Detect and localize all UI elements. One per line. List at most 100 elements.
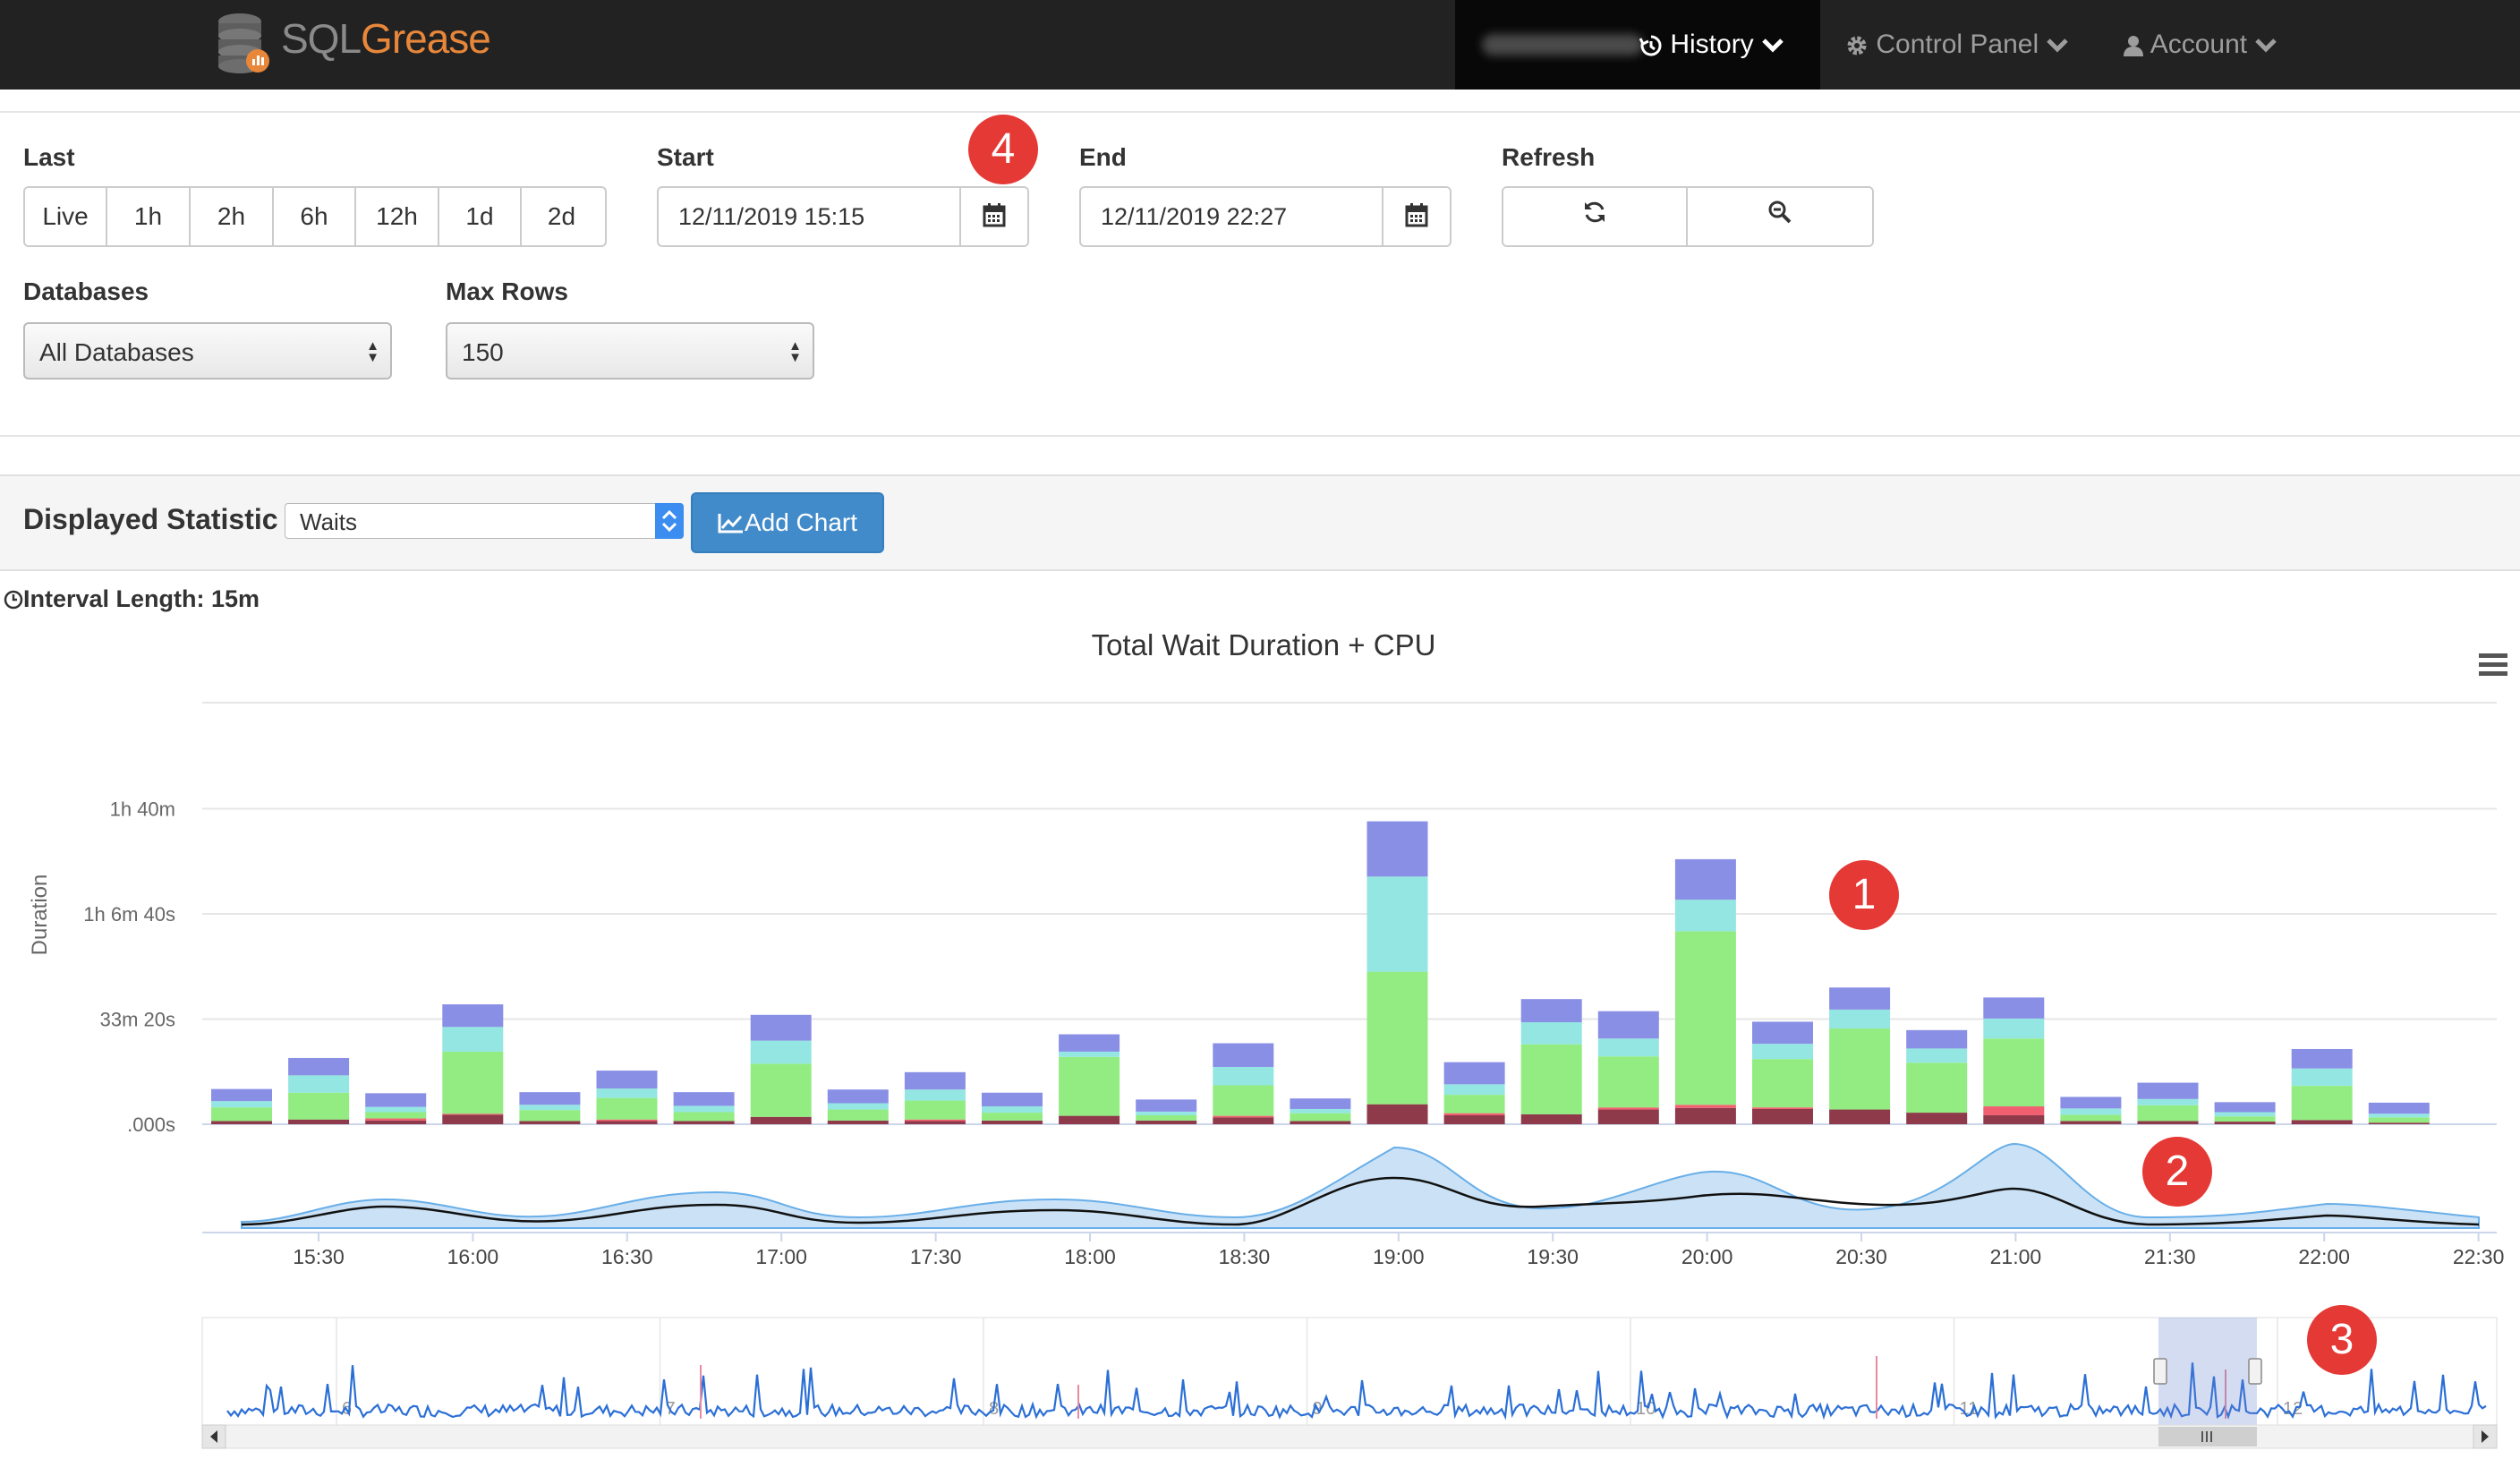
bar-segment[interactable] xyxy=(673,1112,735,1122)
bar-segment[interactable] xyxy=(982,1106,1043,1113)
bar-segment[interactable] xyxy=(904,1100,966,1120)
bar-segment[interactable] xyxy=(288,1092,350,1120)
bar-segment[interactable] xyxy=(1366,1104,1428,1124)
bar-segment[interactable] xyxy=(1752,1108,1813,1124)
bar-segment[interactable] xyxy=(288,1075,350,1093)
bar-segment[interactable] xyxy=(1597,1107,1659,1110)
navigator-right-handle[interactable] xyxy=(2248,1358,2262,1385)
bar-segment[interactable] xyxy=(211,1107,272,1122)
bar-segment[interactable] xyxy=(2214,1122,2276,1124)
range-12h-button[interactable]: 12h xyxy=(356,188,439,245)
bar-segment[interactable] xyxy=(673,1105,735,1113)
bar-segment[interactable] xyxy=(2060,1114,2122,1122)
bar-segment[interactable] xyxy=(1290,1098,1351,1109)
bar-segment[interactable] xyxy=(1906,1062,1968,1113)
bar-segment[interactable] xyxy=(750,1063,812,1117)
bar-segment[interactable] xyxy=(1443,1113,1505,1116)
bar-segment[interactable] xyxy=(1290,1108,1351,1113)
bar-segment[interactable] xyxy=(442,1113,504,1115)
bar-segment[interactable] xyxy=(1752,1044,1813,1060)
bar-segment[interactable] xyxy=(673,1121,735,1124)
bar-segment[interactable] xyxy=(1983,1018,2045,1039)
bar-segment[interactable] xyxy=(982,1113,1043,1121)
bar-segment[interactable] xyxy=(1059,1034,1120,1052)
scroll-right-arrow-icon[interactable] xyxy=(2473,1424,2498,1449)
bar-segment[interactable] xyxy=(365,1093,427,1107)
databases-select[interactable]: All Databases ▲ ▼ xyxy=(23,322,392,380)
nav-control-panel-menu[interactable]: Control Panel xyxy=(1845,0,2069,90)
bar-segment[interactable] xyxy=(1752,1021,1813,1045)
bar-segment[interactable] xyxy=(1136,1115,1197,1121)
bar-segment[interactable] xyxy=(1906,1029,1968,1049)
bar-segment[interactable] xyxy=(1136,1120,1197,1124)
bar-segment[interactable] xyxy=(750,1040,812,1064)
bar-segment[interactable] xyxy=(1520,1044,1582,1114)
bar-segment[interactable] xyxy=(1443,1115,1505,1124)
bar-segment[interactable] xyxy=(2060,1096,2122,1109)
bar-segment[interactable] xyxy=(750,1116,812,1124)
bar-segment[interactable] xyxy=(288,1057,350,1076)
bar-segment[interactable] xyxy=(2214,1102,2276,1113)
brand-logo-text[interactable]: SQLGrease xyxy=(281,14,491,63)
zoom-out-button[interactable] xyxy=(1688,188,1872,245)
bar-segment[interactable] xyxy=(596,1119,658,1122)
bar-segment[interactable] xyxy=(1674,931,1736,1105)
scroll-left-arrow-icon[interactable] xyxy=(201,1424,226,1449)
bar-segment[interactable] xyxy=(596,1071,658,1089)
bar-segment[interactable] xyxy=(2137,1105,2199,1122)
bar-segment[interactable] xyxy=(1752,1107,1813,1109)
range-live-button[interactable]: Live xyxy=(25,188,107,245)
bar-segment[interactable] xyxy=(1520,1113,1582,1124)
bar-segment[interactable] xyxy=(1752,1059,1813,1108)
range-2h-button[interactable]: 2h xyxy=(191,188,274,245)
bar-segment[interactable] xyxy=(365,1112,427,1119)
bar-segment[interactable] xyxy=(1597,1038,1659,1057)
start-date-input[interactable]: 12/11/2019 15:15 xyxy=(678,203,865,230)
bar-segment[interactable] xyxy=(1366,971,1428,1105)
bar-segment[interactable] xyxy=(1674,858,1736,900)
bar-segment[interactable] xyxy=(1290,1113,1351,1122)
bar-segment[interactable] xyxy=(2060,1108,2122,1115)
bar-segment[interactable] xyxy=(1213,1115,1274,1118)
bar-segment[interactable] xyxy=(211,1121,272,1124)
bar-segment[interactable] xyxy=(750,1014,812,1041)
bar-segment[interactable] xyxy=(2368,1122,2430,1124)
bar-segment[interactable] xyxy=(904,1121,966,1124)
bar-segment[interactable] xyxy=(1906,1048,1968,1063)
navigator-left-handle[interactable] xyxy=(2153,1358,2167,1385)
bar-segment[interactable] xyxy=(2291,1086,2353,1121)
bar-segment[interactable] xyxy=(2214,1112,2276,1117)
bar-segment[interactable] xyxy=(904,1071,966,1090)
bar-segment[interactable] xyxy=(904,1089,966,1101)
bar-segment[interactable] xyxy=(1366,876,1428,972)
bar-segment[interactable] xyxy=(1213,1117,1274,1124)
bar-segment[interactable] xyxy=(1213,1043,1274,1067)
statistic-select[interactable]: Waits xyxy=(285,503,684,539)
bar-segment[interactable] xyxy=(827,1103,889,1110)
bar-segment[interactable] xyxy=(365,1120,427,1124)
bar-segment[interactable] xyxy=(827,1089,889,1104)
bar-segment[interactable] xyxy=(519,1121,581,1124)
bar-segment[interactable] xyxy=(442,1027,504,1052)
bar-segment[interactable] xyxy=(1829,1009,1891,1029)
bar-segment[interactable] xyxy=(1520,999,1582,1023)
bar-segment[interactable] xyxy=(596,1088,658,1098)
bar-segment[interactable] xyxy=(1829,1028,1891,1110)
bar-segment[interactable] xyxy=(1983,1038,2045,1107)
bar-segment[interactable] xyxy=(365,1118,427,1121)
bar-segment[interactable] xyxy=(1366,821,1428,877)
start-calendar-button[interactable] xyxy=(959,188,1027,245)
bar-segment[interactable] xyxy=(2137,1121,2199,1124)
bar-segment[interactable] xyxy=(2368,1113,2430,1118)
bar-segment[interactable] xyxy=(982,1092,1043,1107)
bar-segment[interactable] xyxy=(827,1109,889,1121)
bar-segment[interactable] xyxy=(1520,1022,1582,1045)
bar-segment[interactable] xyxy=(1597,1056,1659,1108)
bar-segment[interactable] xyxy=(211,1101,272,1108)
range-6h-button[interactable]: 6h xyxy=(274,188,356,245)
bar-segment[interactable] xyxy=(519,1105,581,1111)
bar-segment[interactable] xyxy=(1674,900,1736,932)
bar-segment[interactable] xyxy=(1983,1106,2045,1116)
nav-account-menu[interactable]: Account xyxy=(2123,0,2277,90)
bar-segment[interactable] xyxy=(288,1119,350,1124)
